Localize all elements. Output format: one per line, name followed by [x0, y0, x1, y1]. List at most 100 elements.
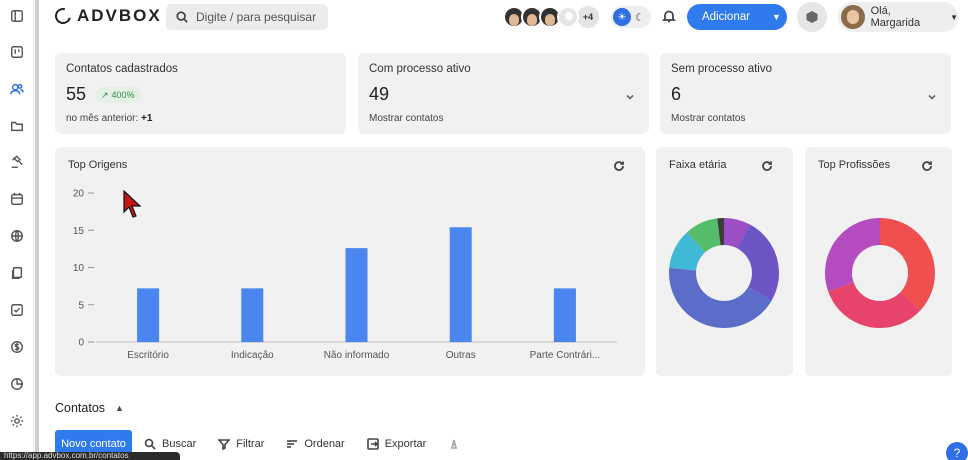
stat-card-active: Com processo ativo 49 Mostrar contatos: [358, 53, 649, 134]
user-greeting: Olá, Margarida: [870, 5, 921, 29]
sun-icon[interactable]: ☀: [613, 8, 631, 26]
donut-slice: [669, 267, 772, 328]
chevron-down-icon[interactable]: [927, 89, 937, 100]
documents-icon[interactable]: [9, 265, 25, 281]
y-tick-label: 15: [73, 226, 85, 237]
donut-slice: [669, 232, 706, 271]
contacts-section-header[interactable]: Contatos ▲: [55, 401, 124, 415]
globe-icon[interactable]: [9, 228, 25, 244]
settings-icon[interactable]: [9, 413, 25, 429]
donut-slice: [724, 218, 751, 249]
x-tick-label: Escritório: [127, 350, 169, 361]
bar: [345, 248, 368, 342]
show-contacts-link[interactable]: Mostrar contatos: [369, 113, 444, 124]
donut-slice: [717, 218, 724, 246]
search-button-label: Buscar: [162, 437, 197, 450]
refresh-icon[interactable]: [761, 159, 773, 171]
add-button[interactable]: Adicionar ▼: [687, 4, 787, 30]
logo-mark-icon: [52, 5, 74, 27]
contacts-toolbar: Novo contato Buscar Filtrar Ordenar Expo…: [55, 430, 482, 457]
stat-value: 49: [369, 84, 390, 104]
chevron-up-icon[interactable]: ▲: [115, 403, 124, 413]
order-button[interactable]: Ordenar: [286, 437, 345, 450]
sidebar: [0, 0, 39, 460]
brand-name: ADVBOX: [77, 6, 162, 25]
dollar-icon[interactable]: [9, 339, 25, 355]
x-tick-label: Parte Contrári...: [530, 350, 601, 361]
sort-icon: [287, 439, 298, 448]
x-tick-label: Não informado: [324, 350, 390, 361]
task-check-icon[interactable]: [9, 302, 25, 318]
moon-icon[interactable]: ☾: [635, 11, 645, 24]
search-input[interactable]: Digite / para pesquisar: [166, 4, 328, 30]
donut-slice: [737, 224, 779, 301]
stat-value: 55: [66, 84, 87, 104]
pie-chart-icon[interactable]: [9, 376, 25, 392]
user-menu[interactable]: Olá, Margarida ▼: [838, 2, 958, 32]
bar: [241, 288, 264, 342]
search-icon: [144, 438, 156, 450]
avatars-more-count[interactable]: +4: [577, 6, 599, 28]
stat-label: Contatos cadastrados: [66, 63, 178, 75]
stat-label: Sem processo ativo: [671, 63, 772, 75]
sidebar-scrollbar[interactable]: [35, 0, 39, 460]
chevron-down-icon[interactable]: [625, 89, 635, 100]
previous-month-value: +1: [141, 113, 153, 124]
bar-chart: 0 5 10 15 20 Escritório Indicação Não informado…: [73, 189, 617, 361]
donut-slice: [828, 282, 921, 328]
section-title: Contatos: [55, 401, 106, 415]
show-contacts-link[interactable]: Mostrar contatos: [671, 113, 746, 124]
search-button[interactable]: Buscar: [144, 438, 196, 450]
status-bar-url: https://app.advbox.com.br/contatos: [0, 452, 180, 460]
export-button-label: Exportar: [384, 437, 427, 450]
layout-icon[interactable]: [9, 8, 25, 24]
stat-card-registered: Contatos cadastrados 55 ↗ 400% no mês an…: [55, 53, 346, 134]
bar: [553, 288, 576, 342]
stat-card-inactive: Sem processo ativo 6 Mostrar contatos: [660, 53, 951, 134]
kanban-icon[interactable]: [9, 44, 25, 60]
add-button-label: Adicionar: [702, 11, 750, 23]
search-placeholder: Digite / para pesquisar: [196, 10, 317, 24]
avatar[interactable]: [557, 6, 579, 28]
gavel-icon[interactable]: [9, 154, 25, 170]
cube-icon[interactable]: [797, 2, 827, 32]
user-avatar: [841, 5, 865, 29]
bar: [449, 227, 472, 342]
contacts-icon[interactable]: [9, 81, 25, 97]
mouse-cursor-icon: [123, 190, 142, 218]
theme-toggle[interactable]: ☀ ☾: [611, 6, 651, 28]
age-donut-chart: [669, 218, 779, 328]
refresh-icon[interactable]: [921, 159, 933, 171]
y-tick-label: 10: [73, 263, 85, 274]
bar: [137, 288, 160, 342]
help-button[interactable]: ?: [946, 442, 968, 460]
x-tick-label: Indicação: [231, 350, 274, 361]
order-button-label: Ordenar: [304, 437, 345, 450]
export-icon: [366, 437, 379, 450]
brand-logo[interactable]: ADVBOX: [52, 5, 162, 27]
search-icon: [176, 11, 188, 23]
y-tick-label: 20: [73, 189, 85, 200]
filter-button[interactable]: Filtrar: [218, 438, 264, 450]
chart-title: Faixa etária: [669, 159, 727, 171]
chart-card-professions: Top Profissões: [805, 147, 952, 376]
professions-donut-chart: [825, 218, 935, 328]
bell-icon[interactable]: [661, 9, 677, 23]
stat-label: Com processo ativo: [369, 63, 471, 75]
x-tick-label: Outras: [446, 350, 476, 361]
previous-month-text: no mês anterior: +1: [66, 113, 152, 124]
chevron-down-icon: ▼: [771, 12, 781, 22]
export-button[interactable]: Exportar: [366, 437, 427, 450]
y-tick-label: 0: [78, 338, 84, 349]
chart-title: Top Profissões: [818, 159, 891, 171]
clear-icon[interactable]: [448, 438, 460, 450]
calendar-icon[interactable]: [9, 191, 25, 207]
chevron-down-icon: ▼: [950, 12, 958, 22]
folder-icon[interactable]: [9, 118, 25, 134]
refresh-icon[interactable]: [613, 159, 625, 171]
growth-badge-value: 400%: [111, 90, 135, 100]
donut-slice: [825, 218, 880, 292]
team-avatars[interactable]: +4: [503, 6, 599, 28]
filter-button-label: Filtrar: [236, 437, 265, 450]
chart-title: Top Origens: [68, 159, 128, 171]
